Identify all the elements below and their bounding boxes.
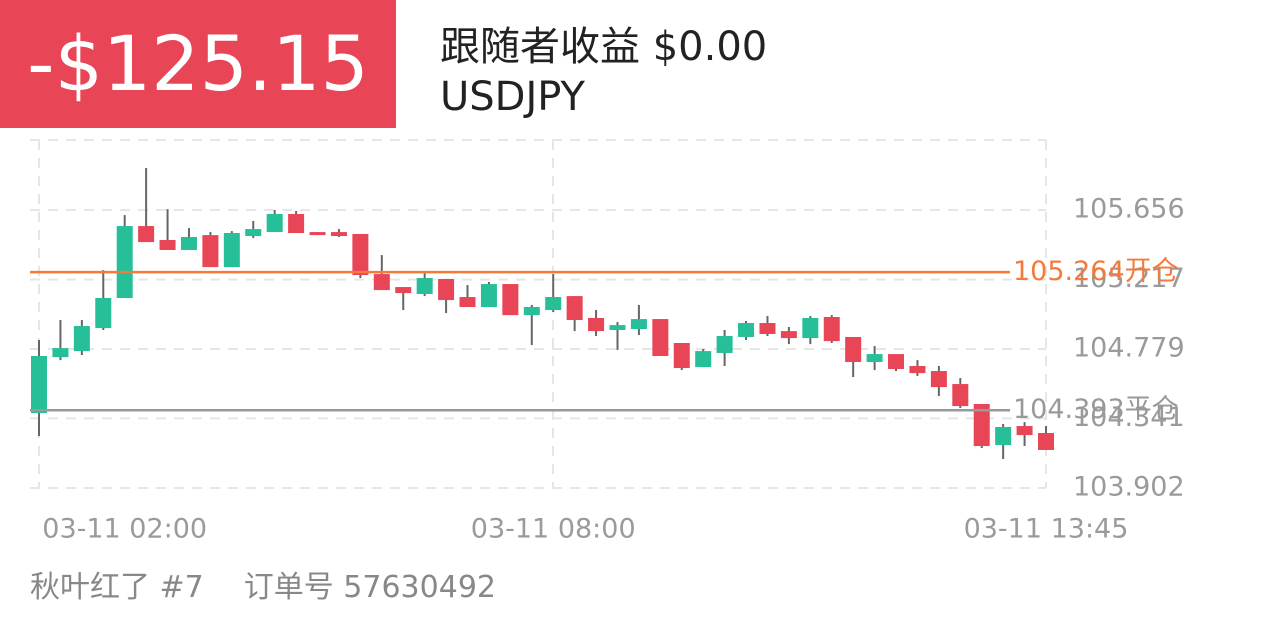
y-tick-label: 104.779 [1073, 333, 1185, 364]
candle-body [159, 239, 176, 250]
reference-value: 105.264 [1013, 256, 1125, 287]
reference-text: 平仓 [1125, 394, 1179, 425]
candle-body [1016, 426, 1033, 436]
candle-body [138, 226, 155, 243]
reference-text: 开仓 [1125, 256, 1179, 287]
candle-body [995, 426, 1012, 446]
candle-body [545, 297, 562, 311]
candle-body [223, 233, 240, 268]
x-tick-label: 03-11 08:00 [471, 514, 636, 545]
candle-body [973, 404, 990, 447]
order-number: 订单号 57630492 [243, 570, 496, 605]
y-tick-label: 105.656 [1073, 194, 1185, 225]
x-tick-label: 03-11 02:00 [42, 514, 207, 545]
y-tick-label: 105.217 [1073, 263, 1185, 294]
candle-body [716, 336, 733, 353]
symbol: USDJPY [440, 74, 585, 120]
candle-body [609, 325, 626, 331]
candle-body [266, 214, 283, 233]
candle-body [73, 326, 90, 352]
candle-body [502, 284, 519, 316]
y-tick-label: 103.902 [1073, 472, 1185, 503]
candle-body [288, 214, 305, 234]
footer: 秋叶红了 #7 订单号 57630492 [30, 562, 496, 606]
candle-body [738, 323, 755, 337]
candle-body [416, 278, 433, 295]
x-tick-label: 03-11 13:45 [964, 514, 1129, 545]
candle-body [888, 354, 905, 369]
reference-label: 105.264开仓 [1013, 256, 1179, 287]
candle-body [245, 229, 262, 237]
candle-body [652, 319, 669, 356]
pnl-badge: -$125.15 [0, 0, 396, 128]
candle-body [952, 384, 969, 407]
candle-body [780, 331, 797, 339]
candle-body [630, 319, 647, 330]
reference-label: 104.393平仓 [1013, 394, 1179, 425]
candle-body [438, 278, 455, 301]
candle-body [180, 236, 197, 250]
candle-body [480, 284, 497, 308]
candle-body [802, 317, 819, 339]
trader: 秋叶红了 #7 [30, 570, 204, 605]
reference-value: 104.393 [1013, 394, 1125, 425]
candle-body [52, 348, 69, 358]
candle-body [588, 317, 605, 332]
candle-body [352, 233, 369, 276]
candle-body [673, 343, 690, 369]
candle-body [695, 351, 712, 368]
y-tick-label: 104.341 [1073, 402, 1185, 433]
follower-profit: 跟随者收益 $0.00 [440, 24, 768, 70]
candle-body [566, 296, 583, 321]
candle-body [866, 354, 883, 363]
candle-body [1038, 433, 1054, 450]
candle-body [395, 287, 412, 294]
candle-body [330, 232, 347, 237]
candle-body [845, 336, 862, 363]
candle-body [202, 235, 219, 268]
candle-body [909, 365, 926, 374]
candle-body [823, 317, 840, 342]
candle-body [373, 274, 390, 291]
candle-body [116, 226, 133, 298]
candle-body [459, 297, 476, 308]
candle-body [523, 307, 540, 316]
candle-body [930, 371, 947, 388]
candle-body [759, 323, 776, 334]
candle-body [95, 297, 112, 329]
candle-body [31, 355, 47, 414]
candle-body [309, 232, 326, 236]
